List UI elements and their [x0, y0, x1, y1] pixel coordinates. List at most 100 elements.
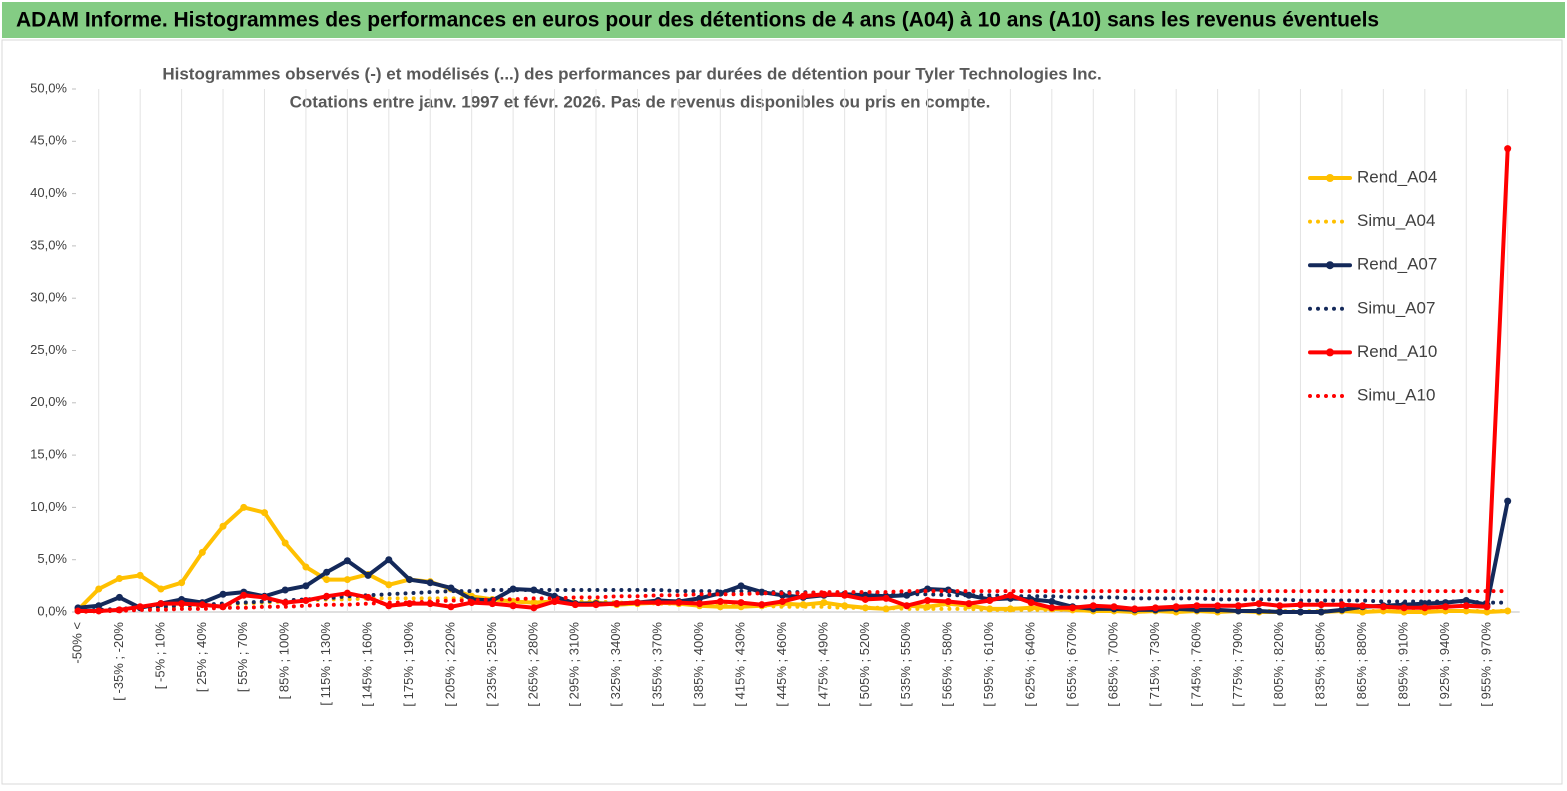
point: [343, 589, 351, 597]
point: [716, 598, 724, 606]
point: [1089, 602, 1097, 610]
point: [406, 600, 414, 608]
point: [758, 601, 766, 609]
point: [1006, 591, 1014, 599]
x-tick-label: [ 475% ; 490%: [815, 622, 830, 707]
point: [633, 599, 641, 607]
y-tick-label: 35,0%: [30, 237, 67, 252]
point: [260, 509, 268, 517]
x-tick-label: [ 865% ; 880%: [1354, 622, 1369, 707]
point: [861, 595, 869, 603]
point: [1421, 604, 1429, 612]
point: [571, 601, 579, 609]
x-tick-label: [ 505% ; 520%: [857, 622, 872, 707]
point: [1048, 604, 1056, 612]
x-tick-label: [ 265% ; 280%: [525, 622, 540, 707]
point: [1110, 603, 1118, 611]
chart-title: Histogrammes observés (-) et modélisés (…: [162, 64, 1101, 83]
series-line: [76, 146, 1510, 613]
point: [944, 598, 952, 606]
point: [343, 576, 351, 584]
x-tick-label: [ 85% ; 100%: [277, 622, 292, 700]
point: [385, 581, 393, 589]
x-tick-label: [ 955% ; 970%: [1478, 622, 1493, 707]
point: [1317, 601, 1325, 609]
point: [1400, 604, 1408, 612]
legend-label: Rend_A04: [1357, 167, 1437, 186]
point: [1255, 607, 1263, 615]
point: [95, 607, 103, 615]
x-tick-label: [ 685% ; 700%: [1105, 622, 1120, 707]
point: [675, 599, 683, 607]
point: [302, 582, 310, 590]
point: [447, 603, 455, 611]
point: [737, 582, 745, 590]
point: [385, 556, 393, 564]
point: [281, 599, 289, 607]
point: [136, 571, 144, 579]
point: [509, 585, 517, 593]
point: [115, 593, 123, 601]
x-tick-label: [ 415% ; 430%: [732, 622, 747, 707]
point: [1462, 602, 1470, 610]
y-tick-label: 40,0%: [30, 185, 67, 200]
point: [178, 579, 186, 587]
chart-subtitle: Cotations entre janv. 1997 et févr. 2026…: [290, 92, 991, 111]
x-tick-label: [ 25% ; 40%: [194, 622, 209, 693]
point: [323, 576, 331, 584]
x-tick-label: [ 355% ; 370%: [650, 622, 665, 707]
y-tick-label: 50,0%: [30, 80, 67, 95]
point: [364, 571, 372, 579]
point: [323, 568, 331, 576]
x-tick-label: [ 175% ; 190%: [401, 622, 416, 707]
point: [509, 602, 517, 610]
point: [260, 593, 268, 601]
x-tick-label: [ 145% ; 160%: [360, 622, 375, 707]
point: [1214, 602, 1222, 610]
x-tick-label: [ 745% ; 760%: [1188, 622, 1203, 707]
plot-area: [74, 145, 1512, 616]
point: [219, 522, 227, 530]
point: [965, 591, 973, 599]
x-tick-label: [ 235% ; 250%: [484, 622, 499, 707]
point: [406, 576, 414, 584]
legend-label: Simu_A04: [1357, 211, 1435, 230]
legend-marker: [1326, 174, 1334, 182]
point: [302, 596, 310, 604]
legend-marker: [1326, 261, 1334, 270]
point: [1276, 608, 1284, 616]
point: [157, 600, 165, 608]
point: [1504, 607, 1512, 615]
point: [696, 594, 704, 602]
x-tick-label: [ 205% ; 220%: [442, 622, 457, 707]
x-tick-label: -50% <: [69, 622, 84, 664]
x-tick-label: [ 55% ; 70%: [235, 622, 250, 693]
point: [95, 585, 103, 593]
x-tick-label: [ 805% ; 820%: [1271, 622, 1286, 707]
point: [551, 598, 559, 606]
point: [1069, 604, 1077, 612]
x-tick-label: [ -35% ; -20%: [111, 622, 126, 701]
chart-frame: [1, 39, 1563, 785]
point: [737, 599, 745, 607]
x-tick-label: [ 295% ; 310%: [567, 622, 582, 707]
x-tick-label: [ 385% ; 400%: [691, 622, 706, 707]
x-tick-label: [ 625% ; 640%: [1023, 622, 1038, 707]
point: [1379, 603, 1387, 611]
point: [1296, 608, 1304, 616]
legend: Rend_A04 Simu_A04 Rend_A07 Simu_A07 Rend_A10…: [1308, 167, 1437, 404]
point: [924, 596, 932, 604]
legend-label: Rend_A07: [1357, 255, 1437, 274]
x-tick-label: [ -5% ; 10%: [152, 622, 167, 690]
point: [240, 591, 248, 599]
point: [1296, 601, 1304, 609]
x-tick-label: [ 835% ; 850%: [1313, 622, 1328, 707]
grid: 0,0% 5,0% 10,0% 15,0% 20,0% 25,0% 30,0% 35,0% 40…: [30, 80, 1520, 707]
point: [95, 602, 103, 610]
point: [343, 557, 351, 565]
x-tick-label: [ 115% ; 130%: [318, 622, 333, 706]
y-tick-label: 45,0%: [30, 133, 67, 148]
point: [157, 585, 165, 593]
